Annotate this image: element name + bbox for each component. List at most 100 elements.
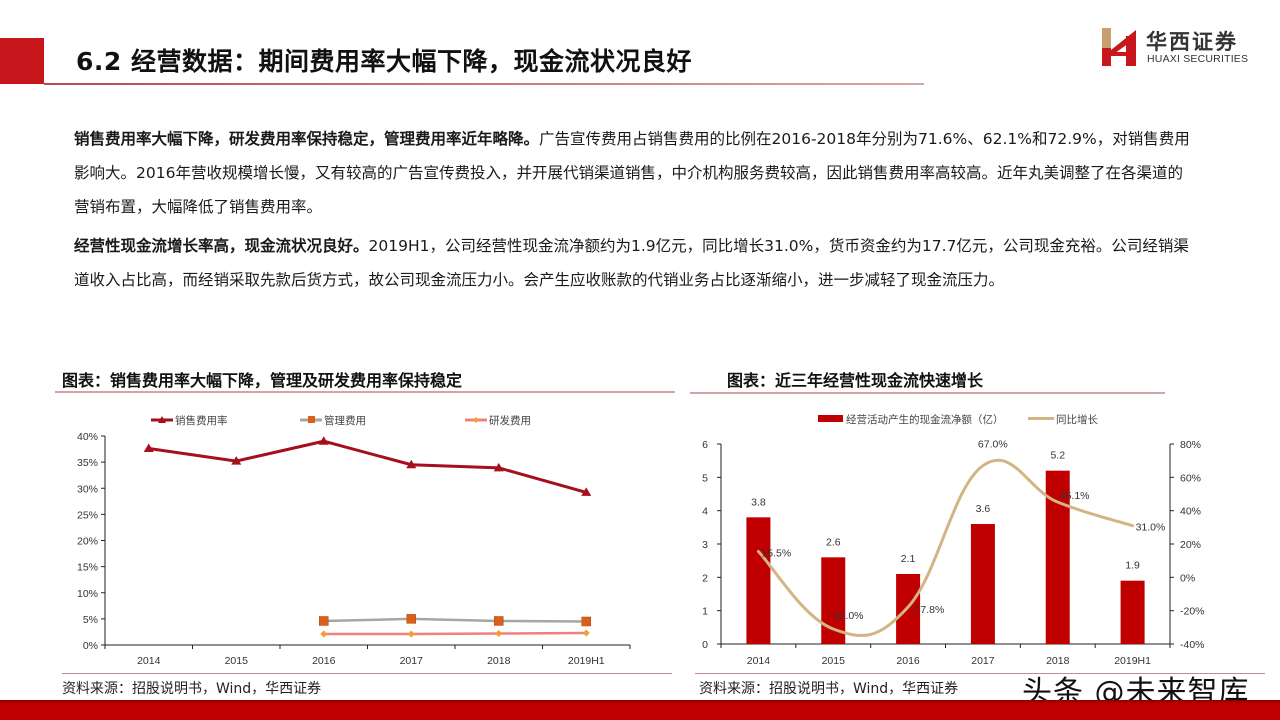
y-tick-label-right: 80% (1180, 439, 1201, 451)
bar-value-label: 3.6 (976, 503, 991, 515)
square-marker-icon (494, 616, 504, 626)
series-line (323, 631, 587, 636)
x-tick-label: 2018 (487, 655, 511, 667)
right-chart-legend: 经营活动产生的现金流净额（亿） 同比增长 (818, 413, 1098, 426)
series-triangle (143, 436, 592, 496)
bar-value-label: 1.9 (1125, 560, 1140, 572)
x-tick-label: 2019H1 (1114, 655, 1151, 667)
legend-label: 研发费用 (489, 414, 531, 427)
x-tick-label: 2016 (896, 655, 920, 667)
series-line (148, 439, 587, 494)
right-chart-bottom-rule (695, 673, 1265, 674)
logo-cn-text: 华西证券 (1146, 29, 1238, 54)
diamond-marker-icon (320, 630, 328, 638)
y-tick-label: 3 (702, 539, 708, 551)
y-tick-label: 0% (83, 640, 98, 652)
left-chart-bottom-rule (62, 673, 672, 674)
growth-line (756, 458, 1135, 637)
y-tick-label: 4 (702, 506, 708, 518)
company-logo: 华西证券 HUAXI SECURITIES (1100, 24, 1270, 70)
y-tick-label-right: 0% (1180, 572, 1195, 584)
y-tick-label-right: 40% (1180, 506, 1201, 518)
y-tick-label-right: -20% (1180, 606, 1205, 618)
square-marker-icon (406, 614, 416, 624)
x-tick-label: 2017 (971, 655, 995, 667)
diamond-marker-icon (495, 630, 503, 638)
legend-item: 研发费用 (465, 414, 531, 427)
triangle-marker-icon (231, 456, 242, 465)
title-divider (44, 83, 924, 85)
y-tick-label: 0 (702, 639, 708, 651)
y-tick-label: 10% (77, 588, 98, 600)
x-tick-label: 2015 (822, 655, 846, 667)
footer-bar (0, 700, 1280, 720)
bar (970, 524, 995, 644)
y-tick-label: 5% (83, 614, 98, 626)
bar-value-label: 5.2 (1050, 450, 1065, 462)
triangle-marker-icon (318, 436, 329, 445)
y-tick-label: 2 (702, 572, 708, 584)
growth-value-label: 31.0% (1136, 522, 1166, 534)
y-tick-label: 5 (702, 472, 708, 484)
legend-item: 管理费用 (300, 414, 366, 427)
huaxi-h-logo-icon (1102, 28, 1136, 66)
expense-ratio-line-chart: 销售费用率 管理费用 研发费用 0% 5% 10% 15% 20% 25% 30% 35% 40% 20… (77, 414, 631, 667)
x-tick-label: 2014 (137, 655, 161, 667)
diamond-marker-icon (473, 417, 479, 423)
paragraph-expense-text: 广告宣传费用占销售费用的比例在2016-2018年分别为71.6%、62.1%和… (74, 130, 1190, 216)
left-chart-legend: 销售费用率 管理费用 研发费用 (151, 414, 531, 427)
title-accent-block (0, 38, 44, 84)
series-square (319, 614, 591, 627)
paragraph-expense: 销售费用率大幅下降，研发费用率保持稳定，管理费用率近年略降。广告宣传费用占销售费… (74, 122, 1194, 224)
triangle-marker-icon (581, 487, 592, 496)
legend-label: 经营活动产生的现金流净额（亿） (846, 413, 1004, 426)
logo-en-text: HUAXI SECURITIES (1147, 53, 1249, 65)
y-tick-label: 35% (77, 457, 98, 469)
diamond-marker-icon (582, 629, 590, 637)
triangle-marker-icon (143, 443, 154, 453)
x-tick-label: 2014 (747, 655, 771, 667)
paragraph-cashflow-lead: 经营性现金流增长率高，现金流状况良好。 (74, 237, 369, 255)
y-tick-label: 1 (702, 606, 708, 618)
legend-item: 销售费用率 (151, 414, 228, 427)
y-tick-label: 15% (77, 562, 98, 574)
growth-value-label: 67.0% (978, 439, 1008, 451)
legend-label: 同比增长 (1056, 413, 1098, 426)
bar-value-label: 2.6 (826, 536, 841, 548)
right-chart-title-rule (690, 392, 1165, 394)
triangle-marker-icon (158, 416, 166, 423)
x-tick-label: 2019H1 (568, 655, 605, 667)
growth-value-label: -31.0% (830, 610, 863, 622)
left-chart-title: 图表：销售费用率大幅下降，管理及研发费用率保持稳定 (62, 371, 463, 390)
legend-label: 销售费用率 (175, 414, 228, 427)
paragraph-cashflow: 经营性现金流增长率高，现金流状况良好。2019H1，公司经营性现金流净额约为1.… (74, 229, 1194, 297)
series-line (323, 617, 587, 623)
bar-value-label: 3.8 (751, 496, 766, 508)
left-chart-title-rule (55, 391, 675, 393)
paragraph-expense-lead: 销售费用率大幅下降，研发费用率保持稳定，管理费用率近年略降。 (74, 130, 540, 148)
triangle-marker-icon (406, 459, 417, 469)
x-tick-label: 2018 (1046, 655, 1070, 667)
y-tick-label: 20% (77, 536, 98, 548)
left-chart-source: 资料来源：招股说明书，Wind，华西证券 (62, 681, 322, 697)
y-tick-label: 25% (77, 509, 98, 521)
y-tick-label-right: 20% (1180, 539, 1201, 551)
legend-swatch (818, 415, 843, 422)
square-marker-icon (319, 616, 329, 626)
y-tick-label: 6 (702, 439, 708, 451)
square-marker-icon (308, 416, 315, 423)
page-title: 6.2 经营数据：期间费用率大幅下降，现金流状况良好 (76, 47, 692, 76)
y-tick-label: 40% (77, 431, 98, 443)
y-tick-label-right: 60% (1180, 472, 1201, 484)
paragraph-cashflow-text: 2019H1，公司经营性现金流净额约为1.9亿元，同比增长31.0%，货币资金约… (74, 237, 1189, 289)
right-chart-title: 图表：近三年经营性现金流快速增长 (727, 371, 984, 390)
square-marker-icon (581, 616, 591, 627)
growth-value-label: 15.5% (761, 548, 791, 560)
legend-label: 管理费用 (324, 414, 366, 427)
x-tick-label: 2017 (400, 655, 424, 667)
bar-value-label: 2.1 (901, 553, 916, 565)
y-tick-label-right: -40% (1180, 639, 1205, 651)
growth-value-label: 45.1% (1060, 490, 1090, 502)
triangle-marker-icon (493, 462, 504, 472)
x-tick-label: 2015 (225, 655, 249, 667)
